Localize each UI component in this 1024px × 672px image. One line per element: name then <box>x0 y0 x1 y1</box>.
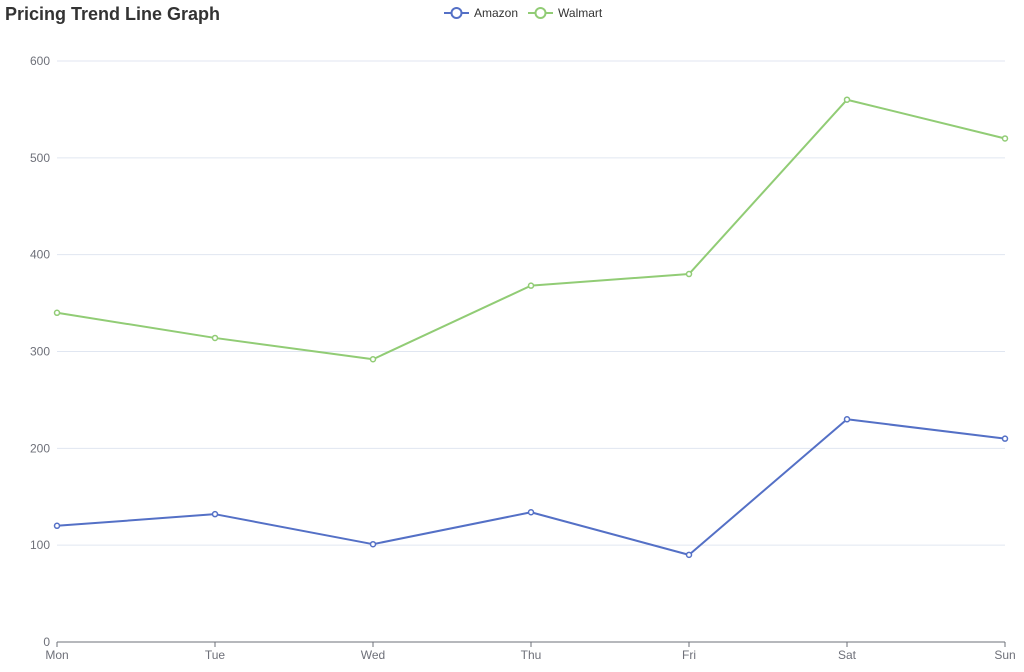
data-point-amazon-sun[interactable] <box>1001 435 1009 442</box>
series-line-amazon <box>56 418 1006 556</box>
x-tick-label-wed: Wed <box>361 648 385 662</box>
data-point-amazon-fri[interactable] <box>685 551 693 559</box>
data-point-walmart-mon[interactable] <box>53 309 61 317</box>
series-line-walmart <box>56 98 1006 361</box>
legend-item-walmart[interactable]: Walmart <box>528 6 602 20</box>
y-tick-label-600: 600 <box>30 54 50 68</box>
data-point-amazon-tue[interactable] <box>211 510 219 518</box>
y-tick-label-0: 0 <box>43 635 50 649</box>
y-tick-label-300: 300 <box>30 345 50 359</box>
legend-item-amazon[interactable]: Amazon <box>444 6 518 20</box>
data-point-walmart-sat[interactable] <box>843 96 851 103</box>
x-tick-label-sun: Sun <box>994 648 1015 662</box>
data-point-walmart-tue[interactable] <box>211 334 219 342</box>
data-point-walmart-thu[interactable] <box>527 282 535 289</box>
legend-marker-walmart-icon <box>528 7 554 19</box>
legend-label-walmart: Walmart <box>558 6 603 20</box>
chart-legend: Amazon Walmart <box>444 6 602 20</box>
x-tick-label-mon: Mon <box>45 648 68 662</box>
legend-marker-amazon-icon <box>444 7 469 19</box>
data-point-amazon-wed[interactable] <box>369 540 377 548</box>
data-point-amazon-sat[interactable] <box>843 416 851 423</box>
data-point-amazon-thu[interactable] <box>527 508 535 516</box>
y-tick-label-200: 200 <box>30 441 50 455</box>
legend-label-amazon: Amazon <box>474 6 519 20</box>
y-tick-label-500: 500 <box>30 151 50 165</box>
data-point-walmart-wed[interactable] <box>369 355 377 363</box>
y-tick-label-100: 100 <box>30 538 50 552</box>
x-tick-label-fri: Fri <box>682 648 696 662</box>
chart-title: Pricing Trend Line Graph <box>5 4 221 24</box>
y-tick-label-400: 400 <box>30 248 50 262</box>
data-point-walmart-fri[interactable] <box>685 270 693 278</box>
x-tick-label-thu: Thu <box>521 648 542 662</box>
x-tick-label-tue: Tue <box>205 648 226 662</box>
data-point-walmart-sun[interactable] <box>1001 135 1009 142</box>
x-tick-label-sat: Sat <box>838 648 857 662</box>
data-point-amazon-mon[interactable] <box>53 522 61 530</box>
